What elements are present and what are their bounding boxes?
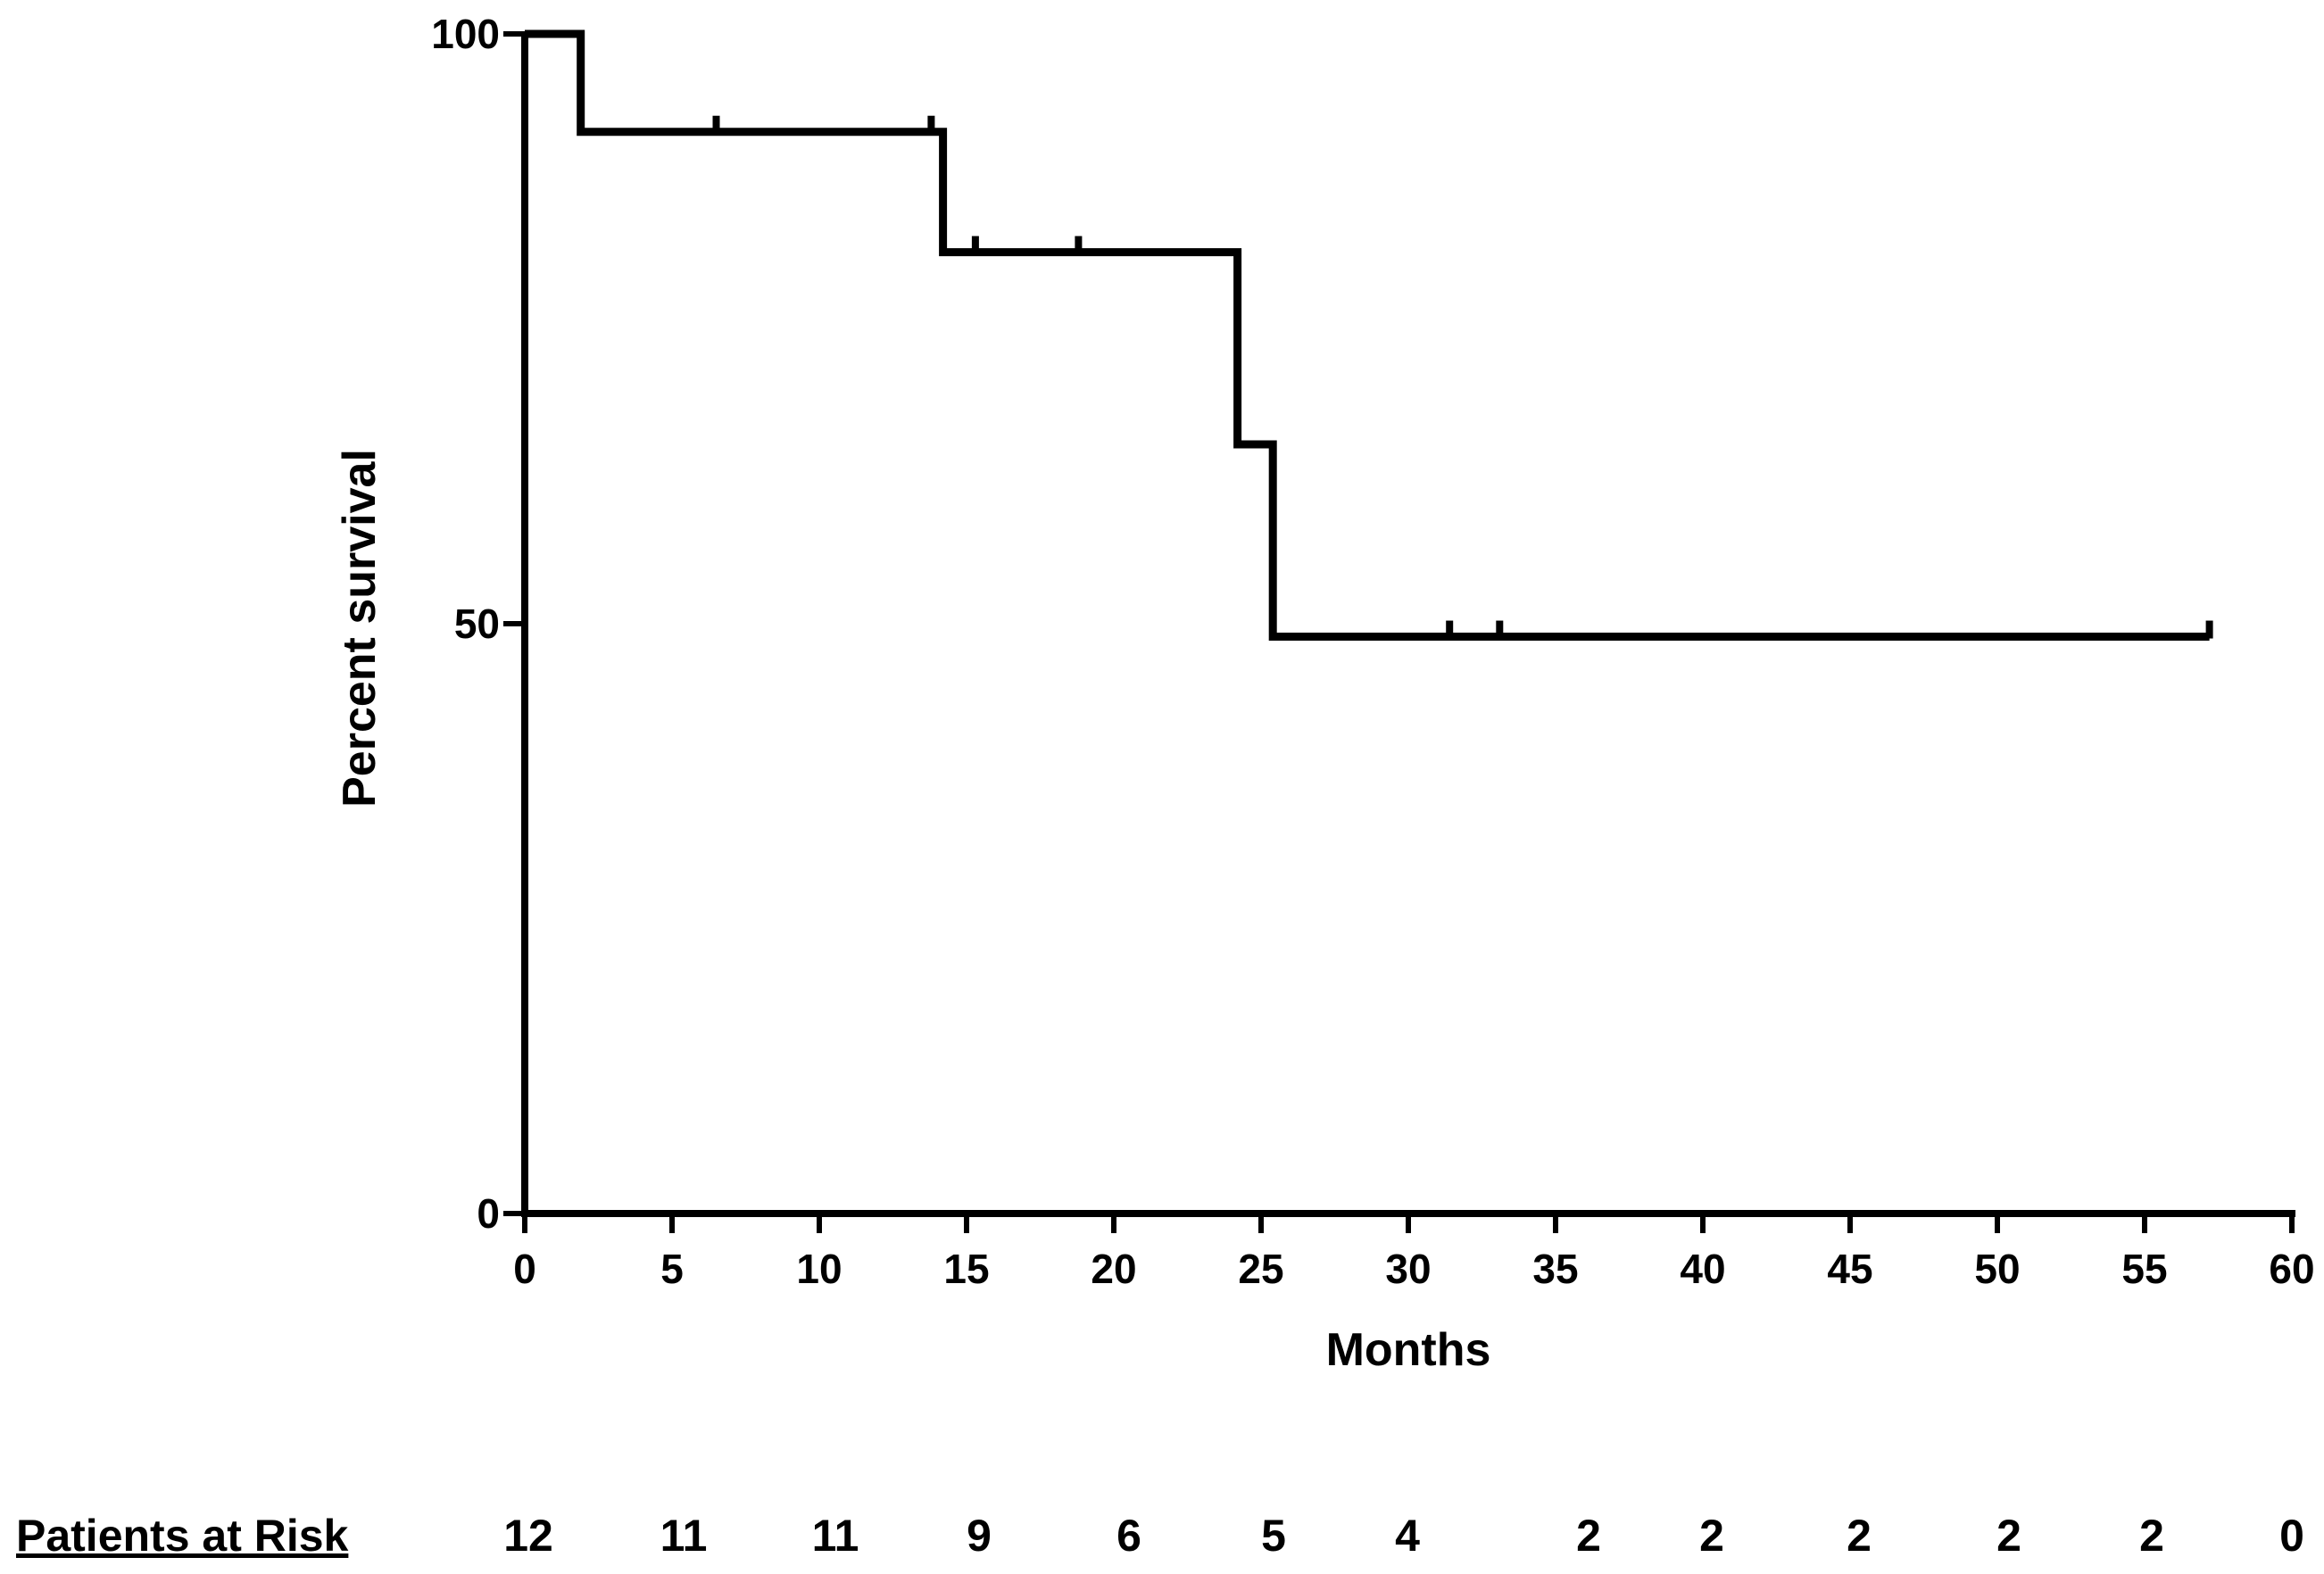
y-tick-labels: 0 50 100 [431, 11, 500, 1237]
y-tick-label: 100 [431, 11, 500, 57]
x-tick-label: 20 [1091, 1246, 1136, 1292]
x-tick-label: 50 [1974, 1246, 2020, 1292]
y-tick-label: 0 [477, 1190, 500, 1237]
risk-value: 2 [2139, 1511, 2164, 1561]
survival-curve-group [525, 29, 2210, 642]
risk-value: 4 [1395, 1511, 1420, 1561]
risk-value: 11 [812, 1511, 859, 1561]
risk-table-values: 12 11 11 9 6 5 4 2 2 2 2 2 0 [503, 1511, 2304, 1561]
y-tick-label: 50 [454, 601, 500, 647]
x-tick-label: 55 [2121, 1246, 2167, 1292]
survival-curve-line [525, 29, 2210, 642]
risk-value: 2 [1576, 1511, 1601, 1561]
axes [503, 31, 2295, 1233]
risk-value: 11 [660, 1511, 708, 1561]
risk-value: 2 [1847, 1511, 1872, 1561]
x-tick-label: 5 [660, 1246, 684, 1292]
x-tick-label: 0 [513, 1246, 536, 1292]
risk-value: 12 [503, 1511, 553, 1561]
x-tick-label: 45 [1827, 1246, 1872, 1292]
risk-value: 6 [1116, 1511, 1141, 1561]
risk-table-title: Patients at Risk [16, 1511, 349, 1561]
censor-marks [712, 115, 2213, 639]
x-axis-title: Months [1326, 1324, 1491, 1376]
risk-value: 5 [1261, 1511, 1286, 1561]
x-tick-label: 25 [1238, 1246, 1283, 1292]
x-tick-label: 35 [1532, 1246, 1578, 1292]
risk-value: 9 [967, 1511, 992, 1561]
risk-value: 0 [2279, 1511, 2304, 1561]
x-tick-labels: 0 5 10 15 20 25 30 35 40 45 50 55 60 [513, 1246, 2314, 1292]
risk-value: 2 [1699, 1511, 1724, 1561]
x-tick-label: 60 [2269, 1246, 2314, 1292]
risk-value: 2 [1996, 1511, 2021, 1561]
y-axis-title: Percent survival [334, 449, 386, 808]
x-tick-label: 30 [1385, 1246, 1431, 1292]
x-tick-label: 40 [1680, 1246, 1725, 1292]
x-tick-label: 10 [796, 1246, 842, 1292]
x-tick-label: 15 [943, 1246, 989, 1292]
